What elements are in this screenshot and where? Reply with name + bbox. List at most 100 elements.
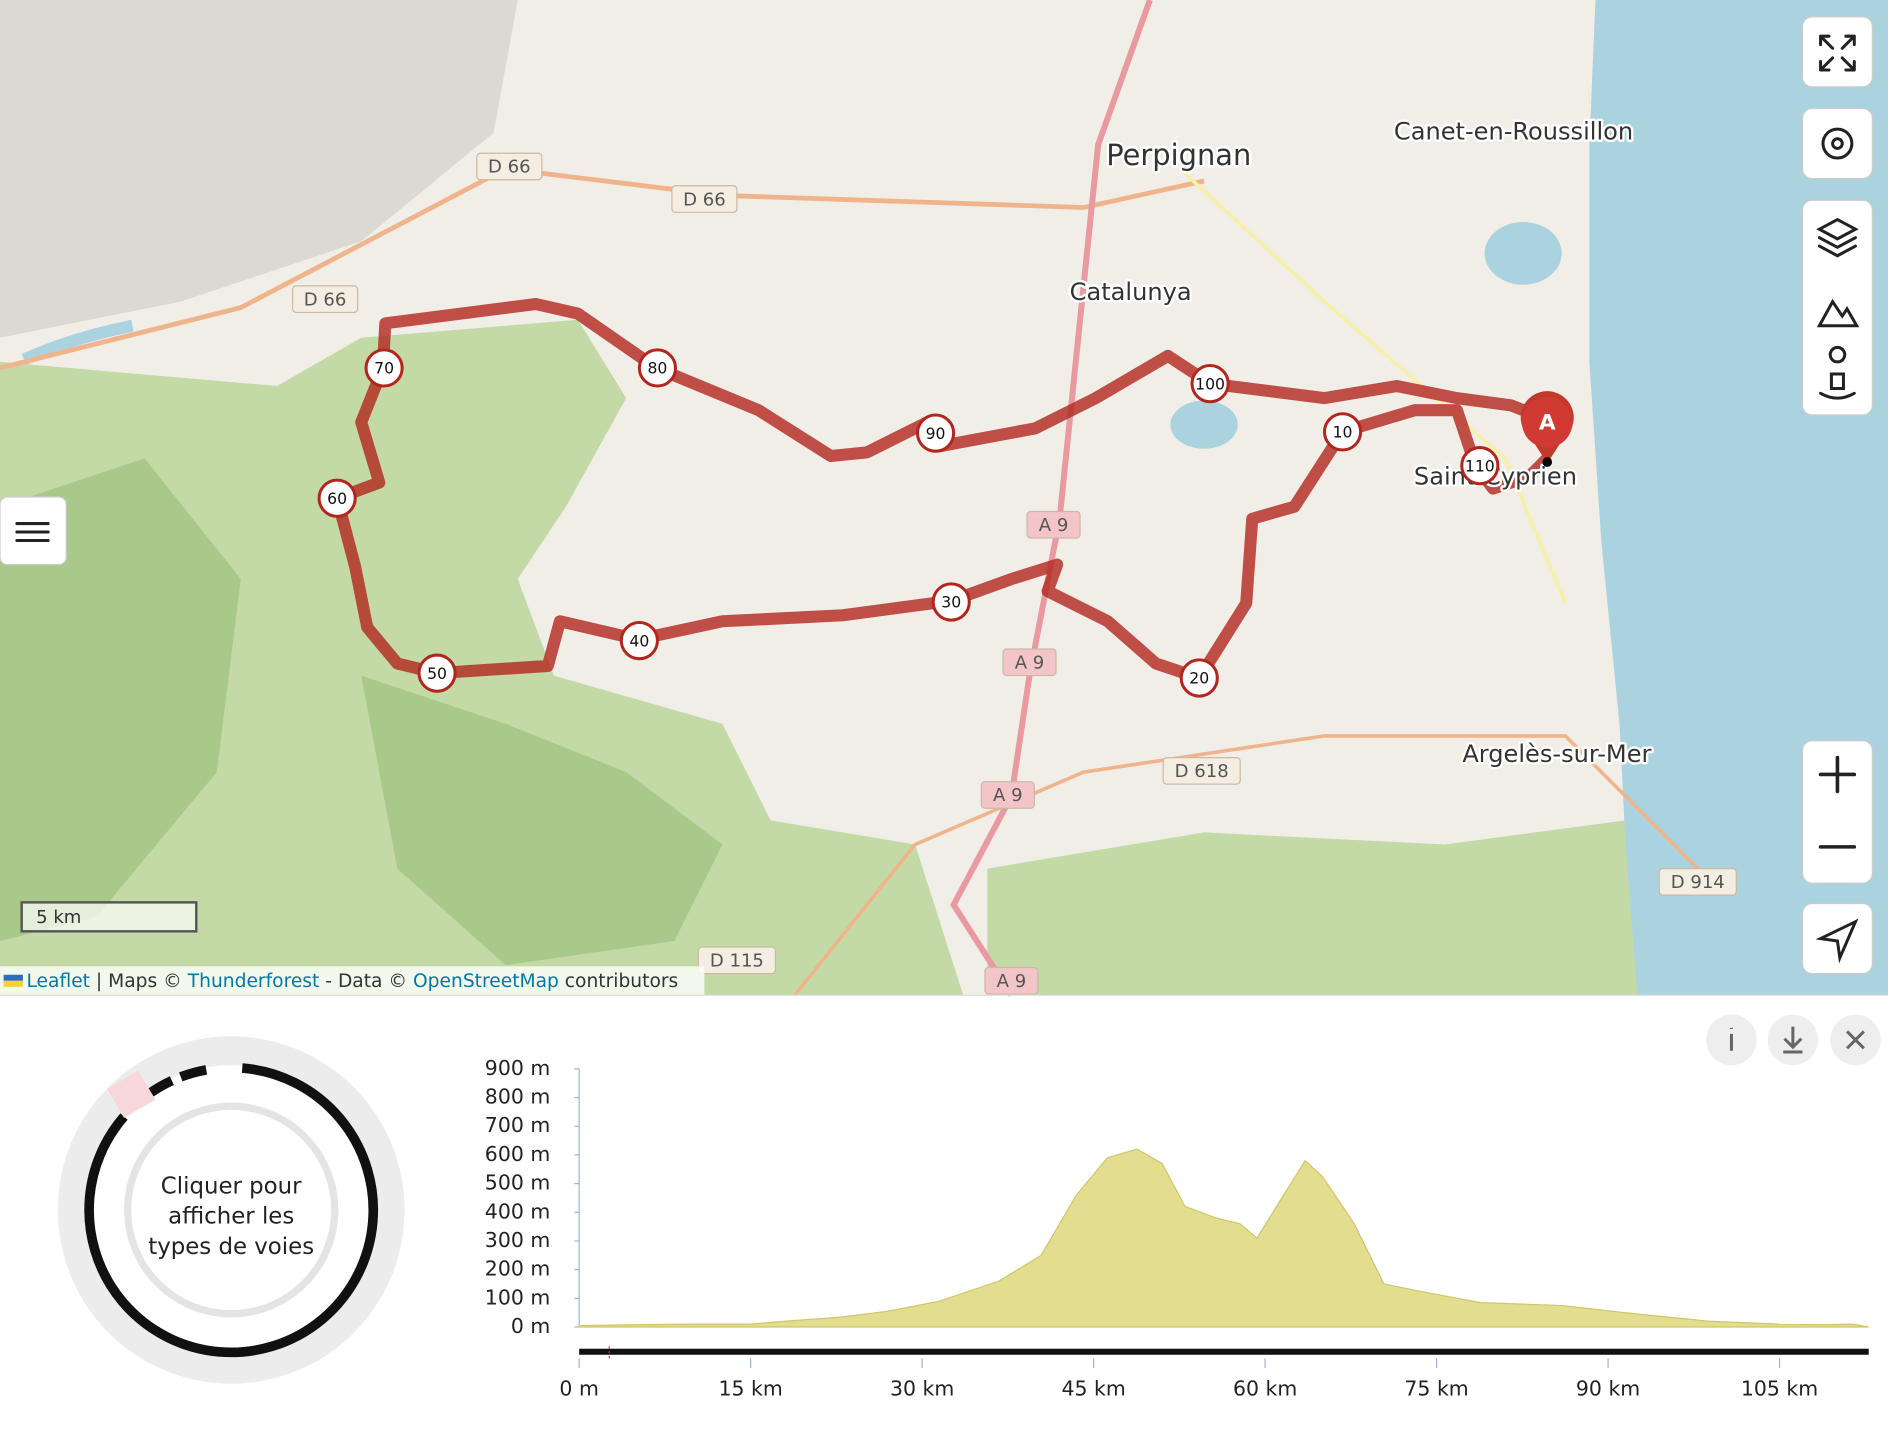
way-ring bbox=[57, 1036, 405, 1384]
elevation-area bbox=[578, 1148, 1869, 1328]
x-tick-label: 45 km bbox=[1061, 1377, 1125, 1401]
y-tick-label: 0 m bbox=[511, 1314, 550, 1338]
y-tick-label: 700 m bbox=[485, 1113, 550, 1137]
x-tick-label: 90 km bbox=[1576, 1377, 1640, 1401]
way-bar bbox=[579, 1348, 1869, 1355]
way-prompt: types de voies bbox=[148, 1234, 314, 1260]
km-marker-label: 100 bbox=[1195, 374, 1225, 393]
km-marker-label: 10 bbox=[1333, 423, 1353, 442]
km-marker-label: 20 bbox=[1189, 669, 1209, 688]
road-label: D 618 bbox=[1175, 761, 1229, 782]
road-label: A 9 bbox=[993, 785, 1023, 806]
settings-button[interactable] bbox=[1801, 107, 1873, 180]
km-marker-label: 60 bbox=[327, 489, 347, 508]
y-tick-label: 900 m bbox=[485, 1056, 550, 1080]
road-shield bbox=[1026, 510, 1081, 539]
terrain-icon bbox=[1816, 298, 1860, 328]
text: contributors bbox=[559, 970, 678, 991]
x-tick-label: 0 m bbox=[559, 1377, 598, 1401]
map-labels: PerpignanCanet-en-RoussillonCatalunyaSai… bbox=[291, 115, 1737, 995]
control-icons bbox=[15, 34, 1860, 964]
road-label: D 115 bbox=[710, 950, 764, 971]
link[interactable]: OpenStreetMap bbox=[413, 970, 559, 991]
y-tick-label: 600 m bbox=[485, 1142, 550, 1166]
road-label: D 66 bbox=[683, 189, 726, 210]
road-shield bbox=[980, 781, 1035, 809]
y-tick-label: 400 m bbox=[485, 1199, 550, 1223]
road-shield bbox=[984, 966, 1039, 995]
km-marker bbox=[931, 582, 971, 622]
road bbox=[1178, 167, 1567, 604]
place-label: Perpignan bbox=[1106, 138, 1251, 172]
km-marker bbox=[637, 348, 677, 388]
forest bbox=[0, 319, 964, 996]
place-label: Canet-en-Roussillon bbox=[1394, 118, 1633, 146]
start-point bbox=[1542, 457, 1553, 467]
road-shield bbox=[697, 946, 777, 975]
settings-icon bbox=[1821, 127, 1854, 160]
profile-panel: Cliquer pour afficher les types de voies… bbox=[0, 994, 1888, 1401]
km-marker-label: 110 bbox=[1465, 456, 1495, 475]
locate-button[interactable] bbox=[1801, 902, 1873, 975]
link[interactable]: Leaflet bbox=[26, 970, 90, 991]
place-label: Catalunya bbox=[1070, 278, 1192, 306]
locate-icon bbox=[1815, 918, 1859, 964]
km-marker bbox=[364, 348, 404, 388]
relief bbox=[0, 0, 518, 338]
flag bbox=[3, 980, 23, 987]
km-marker-label: 30 bbox=[941, 593, 961, 612]
attribution: Leaflet | Maps © Thunderforest - Data © … bbox=[26, 970, 678, 991]
y-tick-label: 800 m bbox=[485, 1085, 550, 1109]
text: - Data © bbox=[319, 970, 413, 991]
road-shield bbox=[1658, 867, 1737, 896]
x-tick-label: 15 km bbox=[718, 1377, 782, 1401]
km-marker-label: 90 bbox=[926, 424, 946, 443]
settings-icon bbox=[1831, 137, 1844, 150]
elevation-chart: 0 m 100 m 200 m 300 m 400 m 500 m 600 m 700 m 80… bbox=[485, 1056, 1869, 1401]
start-label: A bbox=[1539, 410, 1556, 435]
y-tick-label: 300 m bbox=[485, 1228, 550, 1252]
km-marker bbox=[619, 620, 659, 661]
km-marker bbox=[1322, 412, 1363, 452]
place-label: Argelès-sur-Mer bbox=[1462, 740, 1651, 768]
road-shield bbox=[671, 185, 738, 213]
km-marker-label: 80 bbox=[647, 359, 667, 378]
x-tick-label: 75 km bbox=[1404, 1377, 1468, 1401]
fullscreen-button[interactable] bbox=[1801, 16, 1873, 88]
km-marker bbox=[1460, 446, 1500, 486]
way-icon bbox=[107, 1070, 156, 1118]
road bbox=[0, 166, 1205, 371]
x-tick-label: 30 km bbox=[890, 1377, 954, 1401]
lake bbox=[1170, 400, 1238, 449]
road-label: A 9 bbox=[1015, 652, 1045, 673]
road-label: A 9 bbox=[997, 971, 1027, 992]
x-tick-label: 105 km bbox=[1741, 1377, 1818, 1401]
fullscreen-icon bbox=[1819, 34, 1856, 72]
km-marker bbox=[1179, 658, 1219, 698]
road-shield bbox=[291, 285, 359, 314]
way-prompt: afficher les bbox=[168, 1204, 294, 1230]
km-marker bbox=[417, 653, 457, 693]
forest bbox=[0, 458, 241, 941]
link[interactable]: Thunderforest bbox=[187, 970, 320, 991]
lake bbox=[1484, 221, 1562, 285]
scale-label: 5 km bbox=[36, 907, 81, 928]
button-icons bbox=[1729, 1026, 1865, 1054]
road-label: D 914 bbox=[1671, 872, 1725, 893]
y-tick-label: 200 m bbox=[485, 1257, 550, 1281]
way-center[interactable] bbox=[124, 1102, 339, 1318]
km-marker-label: 70 bbox=[374, 359, 394, 378]
menu-icon bbox=[15, 522, 50, 542]
way-prompt: Cliquer pour bbox=[161, 1174, 302, 1200]
map[interactable]: PerpignanCanet-en-RoussillonCatalunyaSai… bbox=[0, 0, 1888, 997]
zoom-in-icon bbox=[1818, 755, 1857, 794]
lake bbox=[21, 319, 134, 366]
road-shield bbox=[476, 152, 543, 181]
forest bbox=[987, 820, 1801, 996]
way-ring-segment bbox=[84, 1062, 379, 1358]
km-marker bbox=[317, 478, 357, 518]
road bbox=[793, 734, 1712, 997]
km-marker bbox=[1190, 364, 1230, 404]
km-marker-label: 40 bbox=[629, 631, 649, 650]
